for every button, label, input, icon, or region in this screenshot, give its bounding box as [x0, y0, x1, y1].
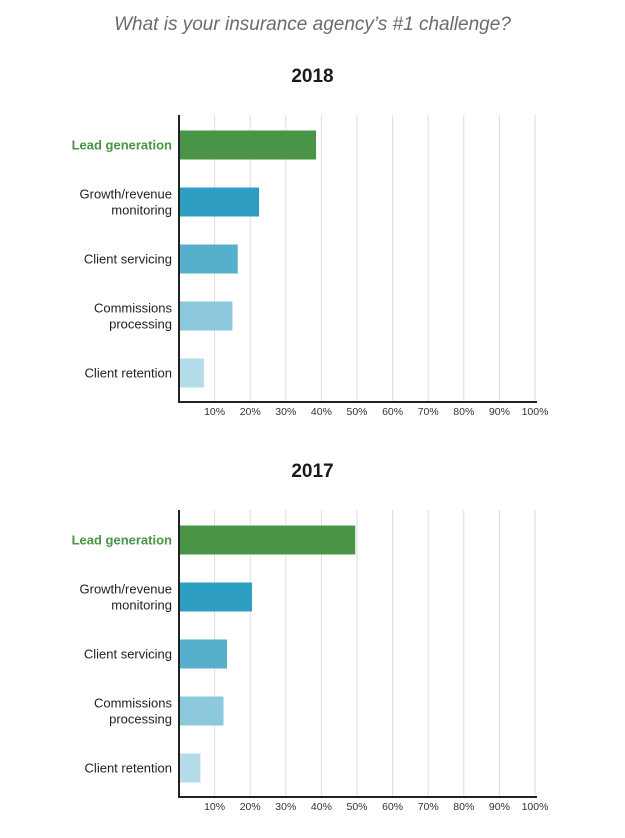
category-label-line: Client retention: [85, 366, 172, 381]
category-label: Client retention: [85, 761, 172, 776]
category-label-line: monitoring: [111, 203, 172, 218]
x-tick-label: 100%: [522, 406, 549, 418]
category-label: Client servicing: [84, 647, 172, 662]
category-label-line: Growth/revenue: [80, 187, 173, 202]
bar: [179, 639, 228, 669]
x-tick-label: 80%: [453, 801, 474, 813]
x-tick-label: 90%: [489, 406, 510, 418]
bar: [179, 301, 233, 331]
x-tick-label: 30%: [275, 801, 296, 813]
bar-chart-plot: Lead generation Growth/revenue monitoring C…: [72, 510, 549, 813]
x-tick-label: 60%: [382, 801, 403, 813]
x-tick-label: 70%: [418, 406, 439, 418]
category-label-line: monitoring: [111, 598, 172, 613]
bar: [179, 244, 238, 274]
category-label: Growth/revenue monitoring: [80, 582, 173, 613]
x-tick-label: 40%: [311, 801, 332, 813]
bar: [179, 582, 252, 612]
x-tick-label: 50%: [346, 406, 367, 418]
bar: [179, 753, 201, 783]
category-label: Client servicing: [84, 252, 172, 267]
category-label: Lead generation: [72, 533, 172, 548]
category-label-line: Growth/revenue: [80, 582, 173, 597]
category-label: Commissions processing: [94, 301, 173, 332]
category-label-line: processing: [109, 712, 172, 727]
category-label: Commissions processing: [94, 696, 173, 727]
x-tick-label: 50%: [346, 801, 367, 813]
x-tick-label: 10%: [204, 406, 225, 418]
category-label: Lead generation: [72, 138, 172, 153]
survey-question: What is your insurance agency’s #1 chall…: [114, 14, 511, 35]
x-tick-label: 60%: [382, 406, 403, 418]
x-tick-label: 40%: [311, 406, 332, 418]
bar-chart-plot: Lead generation Growth/revenue monitoring C…: [72, 115, 549, 418]
category-label: Growth/revenue monitoring: [80, 187, 173, 218]
x-tick-label: 70%: [418, 801, 439, 813]
chart-title: 2018: [291, 66, 334, 87]
x-tick-label: 10%: [204, 801, 225, 813]
chart-title: 2017: [291, 461, 334, 482]
bar: [179, 525, 356, 555]
x-tick-label: 20%: [240, 406, 261, 418]
category-label-line: Lead generation: [72, 138, 172, 153]
x-tick-label: 90%: [489, 801, 510, 813]
category-label-line: Lead generation: [72, 533, 172, 548]
category-label-line: Client retention: [85, 761, 172, 776]
category-label-line: Commissions: [94, 696, 173, 711]
bar: [179, 358, 204, 388]
x-tick-label: 100%: [522, 801, 549, 813]
category-label-line: Commissions: [94, 301, 173, 316]
bar: [179, 130, 317, 160]
category-label: Client retention: [85, 366, 172, 381]
x-tick-label: 80%: [453, 406, 474, 418]
category-label-line: Client servicing: [84, 647, 172, 662]
category-label-line: Client servicing: [84, 252, 172, 267]
x-tick-label: 30%: [275, 406, 296, 418]
category-label-line: processing: [109, 317, 172, 332]
x-tick-label: 20%: [240, 801, 261, 813]
bar: [179, 696, 224, 726]
bar: [179, 187, 260, 217]
